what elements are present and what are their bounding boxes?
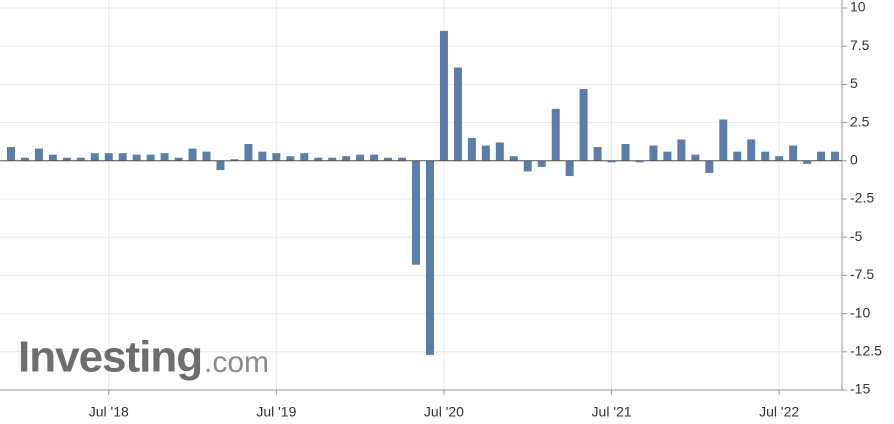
y-tick-label: -12.5 [850,343,882,359]
bar [509,156,518,161]
y-tick-label: 7.5 [850,37,870,53]
bar [76,157,85,161]
bar [663,151,672,161]
bar [146,154,155,161]
bar [551,108,560,161]
y-tick-label: -2.5 [850,190,874,206]
bar [384,157,393,161]
bar [747,139,756,161]
bar [607,160,616,163]
y-tick-label: 5 [850,75,858,91]
bar [677,139,686,161]
bar [230,159,239,161]
bar [6,147,15,161]
bar [635,160,644,163]
bar [90,153,99,161]
bar [803,160,812,164]
y-tick-label: 0 [850,152,858,168]
bar [761,151,770,161]
y-tick-label: -5 [850,228,863,244]
bar [356,154,365,161]
bar [691,154,700,161]
bar [272,153,281,161]
bar [425,160,434,355]
bar [733,151,742,161]
bar [244,143,253,161]
bar [719,119,728,161]
bar [216,160,225,170]
bar [593,147,602,161]
bar [495,142,504,161]
bar [104,153,113,161]
bar [62,157,71,161]
bar [188,148,197,161]
bar [398,157,407,161]
bar [20,157,29,161]
bar [258,151,267,161]
bar [300,153,309,161]
bar [705,160,714,174]
bar [132,154,141,161]
y-tick-label: -15 [850,381,870,397]
bar [649,145,658,161]
bar [775,156,784,161]
bar [286,156,295,161]
bar [342,156,351,161]
bar [453,67,462,161]
bar [328,157,337,161]
bar [34,148,43,161]
bar [481,145,490,161]
x-tick-label: Jul '19 [256,404,296,420]
bar [202,151,211,161]
bar [831,151,840,161]
bar [314,157,323,161]
bar [439,30,448,161]
bar [817,151,826,161]
y-tick-label: 2.5 [850,113,870,129]
x-tick-label: Jul '22 [759,404,799,420]
bar [160,153,169,161]
bar [579,88,588,161]
bar [789,145,798,161]
x-tick-label: Jul '21 [592,404,632,420]
x-tick-label: Jul '18 [89,404,129,420]
y-tick-label: -7.5 [850,266,874,282]
bar [412,160,421,265]
y-tick-label: 10 [850,0,866,15]
bar [370,154,379,161]
watermark: Investing [18,333,202,382]
bar [621,143,630,161]
watermark-suffix: .com [204,346,269,379]
bar [565,160,574,177]
bar [537,160,546,167]
x-tick-label: Jul '20 [424,404,464,420]
bar [174,157,183,161]
bar [48,154,57,161]
bar [467,137,476,161]
bar [118,153,127,161]
y-tick-label: -10 [850,304,870,320]
bar [523,160,532,172]
